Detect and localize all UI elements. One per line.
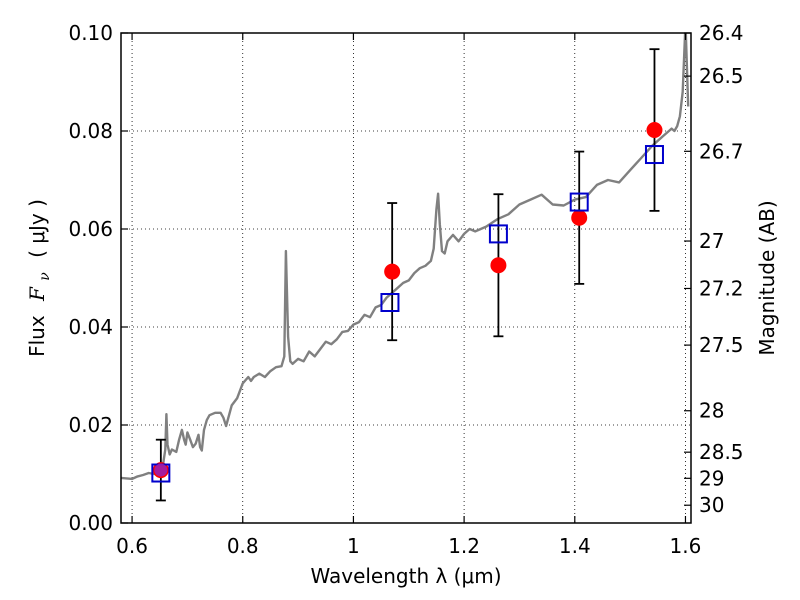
x-tick-label: 1.4	[559, 534, 591, 558]
right-tick-label: 27.5	[699, 333, 744, 357]
observed-point	[571, 209, 588, 226]
right-tick-label: 26.7	[699, 139, 744, 163]
model-point	[488, 224, 508, 244]
right-tick-label: 26.5	[699, 64, 744, 88]
x-tick-label: 1	[347, 534, 360, 558]
observed-point	[490, 257, 507, 274]
y-tick-label: 0.00	[68, 511, 113, 535]
observed-point	[646, 122, 663, 139]
right-tick-label: 29	[699, 466, 724, 490]
y-axis-label-symbol-sub: ν	[37, 272, 53, 281]
y-axis-label-right: Magnitude (AB)	[755, 200, 779, 355]
y-axis-label-left: Flux F ν ( μJy )	[25, 199, 54, 357]
y-axis-label-prefix: Flux	[25, 315, 49, 357]
plot-frame	[120, 32, 692, 524]
x-tick-label: 1.6	[670, 534, 702, 558]
grid-lines	[121, 32, 691, 524]
right-tick-label: 28	[699, 399, 724, 423]
observed-point	[384, 263, 401, 280]
x-tick-label: 1.2	[448, 534, 480, 558]
model-point	[644, 145, 664, 165]
y-tick-label: 0.06	[68, 217, 113, 241]
observed-point-overlap	[154, 463, 168, 477]
y-tick-label: 0.08	[68, 119, 113, 143]
spectrum-line	[121, 33, 690, 481]
right-tick-label: 27.2	[699, 276, 744, 300]
x-tick-label: 0.6	[116, 534, 148, 558]
x-axis-label: Wavelength λ (μm)	[310, 564, 501, 588]
y-axis-label-unit: ( μJy )	[25, 199, 49, 258]
axis-ticks: 0.6 0.8 1 1.2 1.4 1.6 0.00 0.02 0.04 0.06 0.08 0.10…	[68, 21, 743, 558]
model-point	[380, 293, 400, 312]
right-tick-label: 28.5	[699, 440, 744, 464]
x-tick-label: 0.8	[227, 534, 259, 558]
y-axis-label-symbol: F	[25, 286, 49, 302]
y-tick-label: 0.02	[68, 413, 113, 437]
right-tick-label: 26.4	[699, 21, 744, 45]
model-point	[569, 192, 589, 212]
y-tick-label: 0.10	[68, 21, 113, 45]
right-tick-label: 30	[699, 493, 724, 517]
y-tick-label: 0.04	[68, 315, 113, 339]
right-tick-label: 27	[699, 229, 724, 253]
plot-area	[121, 33, 690, 502]
